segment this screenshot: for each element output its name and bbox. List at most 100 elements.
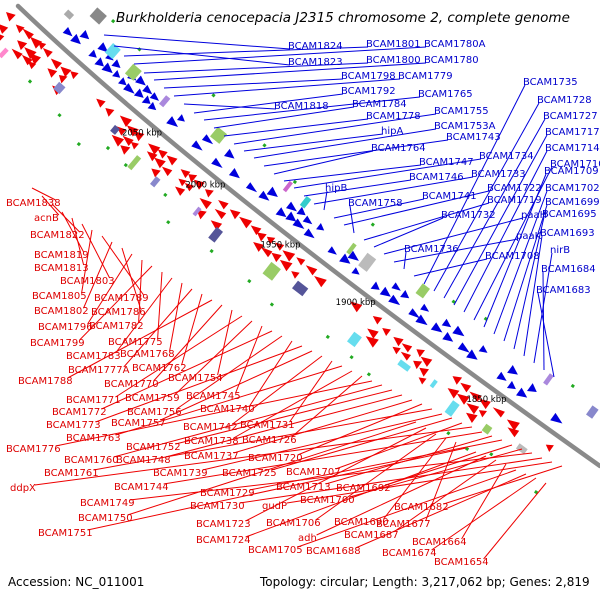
forward-leader-line [263, 139, 449, 167]
reverse-gene-arrow [146, 151, 158, 162]
forward-gene-label: BCAM1699 [545, 197, 600, 208]
kbp-tick-label: 1900 kbp [336, 298, 376, 308]
kbp-tick-labels: 2050 kbp 2000 kbp 1950 kbp 1900 kbp 1850 kbp [122, 128, 507, 405]
reverse-gene-arrow [365, 336, 379, 348]
forward-gene-label: BCAM1755 [434, 106, 489, 117]
reverse-leader-line [286, 461, 553, 504]
marker-dot [262, 143, 267, 148]
forward-gene-label: BCAM1778 [366, 111, 421, 122]
forward-gene-arrow [466, 349, 478, 360]
forward-gene-label: hipB [325, 183, 347, 194]
reverse-gene-label: BCAM1748 [116, 455, 171, 466]
forward-gene-label: BCAM1708 [485, 251, 540, 262]
forward-leader-line [513, 216, 545, 350]
summary-text: Topology: circular; Length: 3,217,062 bp… [259, 575, 590, 589]
forward-gene-arrow [224, 148, 235, 159]
forward-gene-label: BCAM1765 [418, 89, 473, 100]
reverse-leader-line [483, 482, 547, 560]
reverse-gene-arrow [193, 179, 205, 190]
forward-gene-arrow [391, 282, 401, 291]
forward-leader-line [343, 190, 490, 226]
forward-gene-label: BCAM1764 [371, 143, 426, 154]
reverse-leader-line [443, 465, 563, 505]
reverse-gene-arrow [452, 376, 463, 385]
reverse-gene-label: BCAM1705 [248, 545, 303, 556]
reverse-gene-arrow [271, 252, 282, 263]
forward-gene-label: BCAM1779 [398, 71, 453, 82]
reverse-leader-line [101, 235, 145, 296]
forward-gene-arrow [105, 52, 114, 61]
reverse-leader-line [79, 265, 153, 341]
marker-dot [76, 142, 81, 147]
forward-gene-label: BCAM1717 [545, 127, 600, 138]
reverse-gene-arrow [419, 367, 429, 377]
annotation-block [415, 283, 430, 299]
forward-gene-arrow [112, 70, 121, 78]
reverse-leader-line [233, 399, 413, 454]
forward-leader-line [363, 202, 490, 241]
reverse-gene-label: BCAM1724 [196, 535, 251, 546]
reverse-leader-line [61, 211, 85, 253]
reverse-leader-line [217, 309, 233, 376]
forward-gene-arrow [507, 365, 518, 375]
reverse-gene-arrow [418, 377, 427, 385]
reverse-gene-arrow [119, 115, 133, 127]
reverse-leader-line [249, 340, 293, 407]
reverse-gene-label: BCAM1777A [68, 365, 130, 376]
reverse-gene-label: BCAM1744 [114, 482, 169, 493]
reverse-leader-line [87, 253, 133, 325]
forward-leader-line [273, 150, 374, 175]
forward-gene-arrow [191, 140, 203, 151]
forward-leader-line [373, 217, 444, 248]
annotation-block [0, 47, 9, 59]
forward-leader-line [483, 173, 547, 328]
reverse-gene-arrow [393, 336, 404, 347]
annotation-block [282, 180, 293, 193]
forward-gene-label: BCAM1732 [441, 210, 496, 221]
gene-features-layer [0, 7, 599, 495]
reverse-gene-label: BCAM1726 [242, 435, 297, 446]
forward-gene-label: BCAM1798 [341, 71, 396, 82]
reverse-gene-arrow [372, 316, 383, 325]
annotation-block [299, 196, 312, 209]
forward-gene-label: BCAM1743 [446, 132, 501, 143]
forward-leader-line [503, 204, 548, 342]
reverse-leader-line [127, 421, 417, 516]
forward-gene-label: BCAM1719 [487, 195, 542, 206]
forward-leader-line [213, 106, 355, 129]
reverse-gene-arrow [349, 301, 363, 313]
forward-gene-arrow [141, 95, 151, 104]
forward-gene-arrow [258, 190, 270, 201]
forward-gene-arrow [303, 228, 315, 239]
reverse-gene-arrow [27, 61, 37, 70]
reverse-gene-arrow [456, 393, 470, 405]
forward-gene-arrow [550, 412, 563, 424]
reverse-gene-arrow [11, 48, 23, 60]
forward-leader-line [173, 78, 401, 97]
reverse-gene-label: BCAM1788 [18, 376, 73, 387]
reverse-leader-line [83, 241, 113, 309]
forward-gene-arrow [123, 83, 135, 94]
annotation-block [429, 379, 438, 389]
annotation-block [292, 280, 309, 297]
forward-gene-arrow [527, 383, 537, 392]
forward-leader-line [103, 34, 291, 50]
marker-dot [166, 220, 171, 225]
forward-gene-label: BCAM1733 [471, 169, 526, 180]
reverse-gene-label: BCAM1682 [394, 502, 449, 513]
reverse-gene-arrow [151, 168, 161, 178]
reverse-leader-line [316, 455, 487, 536]
forward-gene-arrow [228, 168, 240, 179]
reverse-gene-label: BCAM1752 [126, 442, 181, 453]
reverse-gene-label: BCAM1760 [64, 455, 119, 466]
forward-leader-line [243, 133, 384, 152]
reverse-leader-line [115, 277, 173, 354]
reverse-leader-line [297, 469, 517, 548]
forward-gene-arrow [147, 101, 157, 111]
reverse-gene-arrow [382, 328, 391, 336]
reverse-leader-line [138, 259, 143, 324]
forward-leader-line [493, 190, 548, 335]
reverse-gene-label: BCAM1706 [266, 518, 321, 529]
reverse-gene-label: BCAM1776 [6, 444, 61, 455]
reverse-gene-arrow [30, 36, 43, 49]
